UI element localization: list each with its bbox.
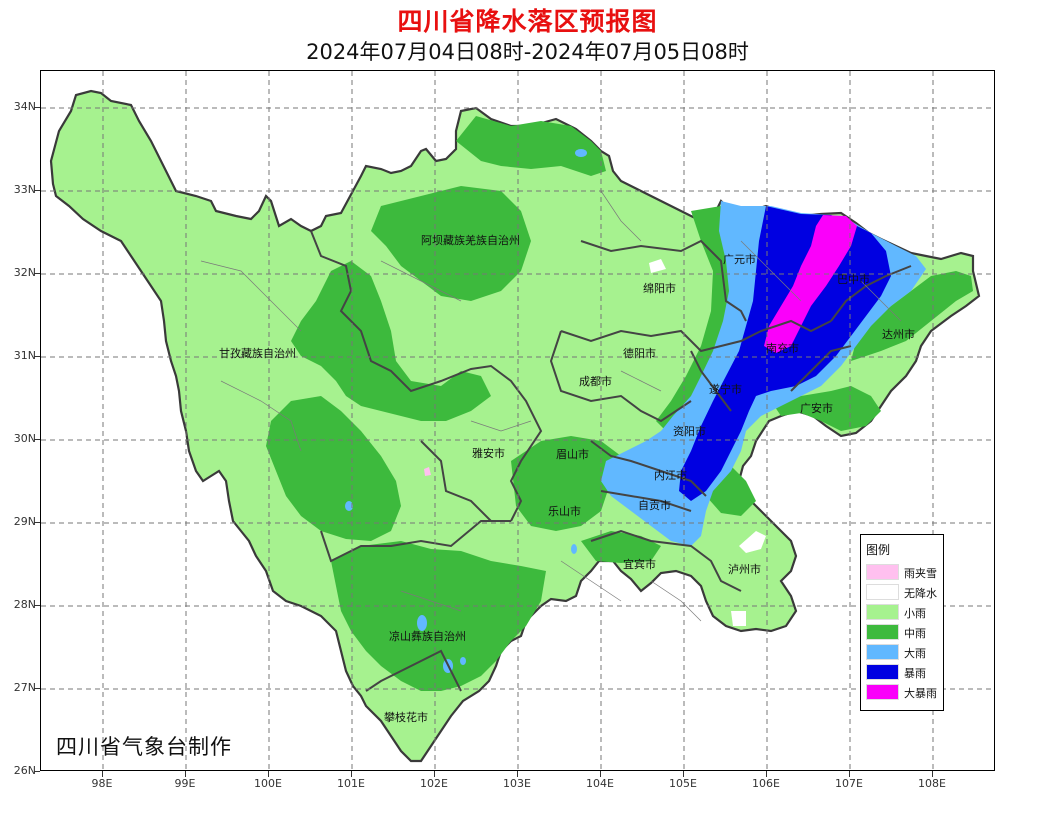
y-tick-label: 33N [13,183,36,196]
region-label-neijiang: 内江市 [654,469,687,482]
y-tickmark [34,356,40,357]
y-tickmark [34,107,40,108]
y-tickmark [34,688,40,689]
region-label-guangyuan: 广元市 [723,253,756,266]
precipitation-map [41,71,994,770]
x-tickmark [766,771,767,777]
region-label-yibin: 宜宾市 [623,558,656,571]
no-precipitation-areas [649,259,766,626]
x-tickmark [185,771,186,777]
x-tick-label: 106E [752,777,780,790]
y-tick-label: 32N [13,266,36,279]
legend-label: 大雨 [904,647,926,660]
region-label-liangshan: 凉山彝族自治州 [389,630,466,643]
region-label-yaan: 雅安市 [472,447,505,460]
legend-item-sleet: 雨夹雪 [866,564,944,582]
y-tickmark [34,522,40,523]
region-label-chengdu: 成都市 [579,375,612,388]
x-tick-label: 108E [918,777,946,790]
prefecture-boundaries [310,230,912,692]
region-label-zigong: 自贡市 [638,499,671,512]
x-tick-label: 100E [254,777,282,790]
legend-label: 雨夹雪 [904,567,937,580]
legend-swatch [866,584,899,600]
legend-label: 中雨 [904,627,926,640]
region-label-nanchong: 南充市 [766,342,799,355]
extreme-rainstorm-areas [764,215,857,353]
county-boundaries [200,190,902,622]
x-tickmark [849,771,850,777]
region-label-aba: 阿坝藏族羌族自治州 [421,234,520,247]
forecast-period: 2024年07月04日08时-2024年07月05日08时 [306,40,749,64]
legend-title: 图例 [866,543,891,557]
y-tick-label: 26N [13,764,36,777]
y-tick-label: 27N [13,681,36,694]
x-tickmark [600,771,601,777]
legend-swatch [866,564,899,580]
x-tickmark [268,771,269,777]
x-tick-label: 101E [337,777,365,790]
region-label-deyang: 德阳市 [623,347,656,360]
x-tick-label: 98E [91,777,113,790]
producer-credit: 四川省气象台制作 [56,735,232,759]
y-tickmark [34,605,40,606]
y-tick-label: 28N [13,598,36,611]
x-tick-label: 99E [174,777,196,790]
legend-label: 无降水 [904,587,937,600]
map-area [40,70,995,771]
legend-label: 小雨 [904,607,926,620]
x-tickmark [102,771,103,777]
legend-item-rainstorm: 暴雨 [866,664,944,682]
x-tickmark [517,771,518,777]
legend-label: 暴雨 [904,667,926,680]
region-label-luzhou: 泸州市 [728,563,761,576]
legend-item-light-rain: 小雨 [866,604,944,622]
region-label-panzhihua: 攀枝花市 [384,711,428,724]
legend-swatch [866,684,899,700]
y-tick-label: 31N [13,349,36,362]
region-label-ziyang: 资阳市 [673,425,706,438]
x-tick-label: 102E [420,777,448,790]
sleet-area [424,467,431,476]
y-tickmark [34,190,40,191]
x-tick-label: 104E [586,777,614,790]
legend: 图例 雨夹雪 无降水 小雨 中雨 大雨 暴雨 大暴雨 [860,534,944,711]
x-tickmark [434,771,435,777]
y-tick-label: 30N [13,432,36,445]
region-label-leshan: 乐山市 [548,505,581,518]
legend-swatch [866,644,899,660]
x-tickmark [683,771,684,777]
x-tickmark [351,771,352,777]
region-label-mianyang: 绵阳市 [643,282,676,295]
legend-swatch [866,604,899,620]
graticule [41,71,994,770]
y-tick-label: 34N [13,100,36,113]
y-tickmark [34,771,40,772]
rainstorm-areas [679,206,891,501]
y-tick-label: 29N [13,515,36,528]
x-tick-label: 105E [669,777,697,790]
x-tick-label: 107E [835,777,863,790]
x-tick-label: 103E [503,777,531,790]
region-label-meishan: 眉山市 [556,448,589,461]
x-tickmark [932,771,933,777]
legend-item-moderate-rain: 中雨 [866,624,944,642]
legend-swatch [866,624,899,640]
region-label-guangan: 广安市 [800,402,833,415]
y-tickmark [34,273,40,274]
legend-swatch [866,664,899,680]
y-tickmark [34,439,40,440]
map-title: 四川省降水落区预报图 [397,7,658,36]
region-label-ganzi: 甘孜藏族自治州 [219,347,296,360]
region-label-bazhong: 巴中市 [837,273,870,286]
region-label-suining: 遂宁市 [709,383,742,396]
legend-item-extreme-rainstorm: 大暴雨 [866,684,944,702]
legend-item-no-precip: 无降水 [866,584,944,602]
legend-item-heavy-rain: 大雨 [866,644,944,662]
region-label-dazhou: 达州市 [882,328,915,341]
legend-label: 大暴雨 [904,687,937,700]
